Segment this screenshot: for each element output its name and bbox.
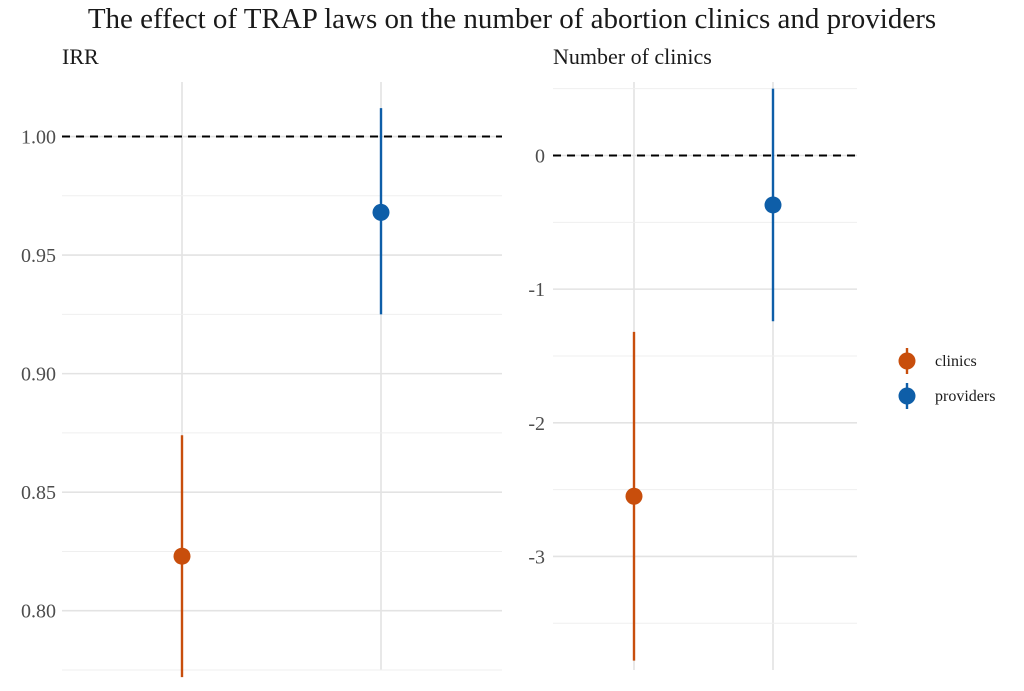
point-providers xyxy=(372,203,390,221)
legend-item-clinics: clinics xyxy=(898,348,977,374)
legend-key-point xyxy=(898,352,916,370)
y-tick-label: -2 xyxy=(528,413,545,435)
y-tick-label: 0.95 xyxy=(21,245,56,267)
chart-title: The effect of TRAP laws on the number of… xyxy=(88,3,936,35)
legend-label: clinics xyxy=(935,353,977,370)
panels: IRR 0.80 0.85 0.90 0.95 1.00 Number of clinics… xyxy=(21,44,857,678)
y-tick-label: 1.00 xyxy=(21,127,56,149)
legend: clinics providers xyxy=(898,348,995,409)
panel-subtitle: IRR xyxy=(62,44,99,69)
y-tick-label: 0.90 xyxy=(21,364,56,386)
legend-item-providers: providers xyxy=(898,383,995,409)
y-tick-label: 0.85 xyxy=(21,482,56,504)
y-tick-label: 0 xyxy=(535,146,545,168)
point-clinics xyxy=(173,547,191,565)
legend-key-point xyxy=(898,387,916,405)
panel-0: IRR 0.80 0.85 0.90 0.95 1.00 xyxy=(21,44,502,678)
legend-label: providers xyxy=(935,388,995,405)
y-tick-label: -3 xyxy=(528,546,545,568)
panel-subtitle: Number of clinics xyxy=(553,44,712,69)
panel-1: Number of clinics -3 -2 -1 0 xyxy=(528,44,857,670)
point-providers xyxy=(764,196,782,214)
y-tick-label: -1 xyxy=(528,279,545,301)
point-clinics xyxy=(625,487,643,505)
y-tick-label: 0.80 xyxy=(21,601,56,623)
